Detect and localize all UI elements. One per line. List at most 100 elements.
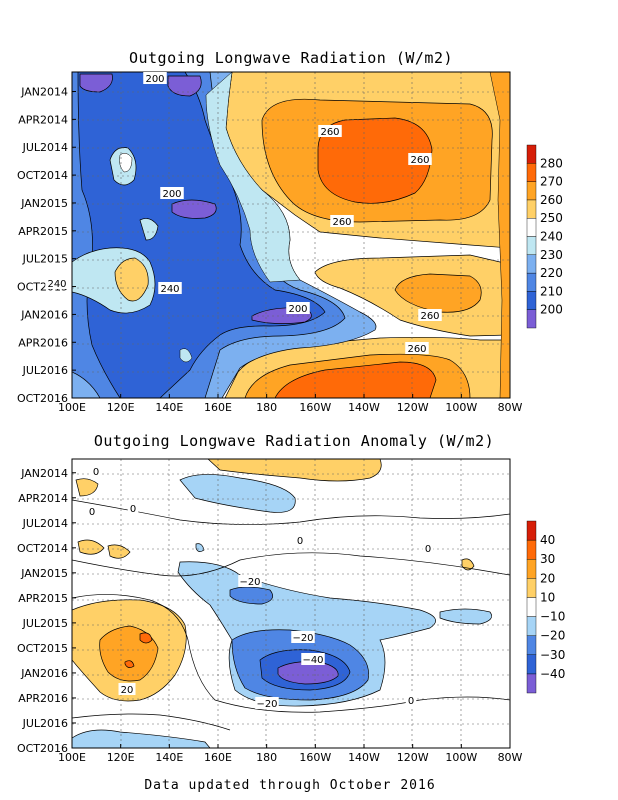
chart2-field-pos-top <box>207 459 382 482</box>
chart1-contour-label-bg <box>408 153 432 165</box>
chart1-ytick-label: APR2016 <box>18 336 68 349</box>
chart1-colorbar-swatch <box>526 199 537 219</box>
chart1-contour-label: 260 <box>320 127 339 138</box>
chart1-ytick-label: OCT2016 <box>17 392 68 405</box>
chart2-ytick-label: JAN2014 <box>20 467 68 480</box>
chart2-contour-label: 20 <box>121 685 134 696</box>
chart2-colorbar-label: 10 <box>540 590 555 604</box>
chart2-zero-contour-b <box>72 552 510 577</box>
chart1-contour-label-bg <box>330 215 354 227</box>
chart1-xtick-label: 140W <box>348 401 380 414</box>
chart1-colorbar-label: 230 <box>540 248 563 262</box>
chart1-ytick-label: APR2015 <box>18 225 68 238</box>
chart2-axes: 100E 120E 140E 160E 180 160W 140W 120W 100W 80W JA… <box>17 467 523 764</box>
chart1-ytick-label: JAN2014 <box>20 86 68 99</box>
chart2-field-pos-left-mid <box>77 539 131 559</box>
chart1-title: Outgoing Longwave Radiation (W/m2) <box>129 49 453 67</box>
chart1-colorbar-swatch <box>526 163 537 182</box>
chart1-xtick-label: 100E <box>58 401 86 414</box>
chart1-contour-label: 260 <box>420 311 439 322</box>
chart2-field-neg-small <box>195 543 205 552</box>
chart2-colorbar-swatch <box>526 559 537 579</box>
chart1-field-warm-north-280 <box>317 117 433 204</box>
chart2-field-pos-left-30 <box>124 632 153 668</box>
chart2-contour-label: 0 <box>425 544 431 555</box>
chart2-xtick-label: 100W <box>445 751 477 764</box>
chart2-ytick-label: APR2014 <box>18 492 68 505</box>
chart1-contour-label: 260 <box>410 155 429 166</box>
chart1-xtick-label: 180 <box>256 401 277 414</box>
chart2-contour-label-bg <box>405 694 417 706</box>
chart1-contour-label-bg <box>418 309 442 321</box>
chart2-ytick-label: JUL2016 <box>22 717 68 730</box>
chart1-colorbar-swatch <box>526 217 537 237</box>
chart1-ytick-label: JAN2016 <box>20 308 68 321</box>
chart2-ytick-label: OCT2016 <box>17 742 68 755</box>
chart1-xtick-label: 140E <box>155 401 183 414</box>
chart1-colorbar-swatch <box>526 291 537 310</box>
footer-note: Data updated through October 2016 <box>144 778 435 793</box>
chart2-field-pos-left-top <box>75 478 99 497</box>
chart1-colorbar-swatch <box>526 236 537 255</box>
chart1-contour-label: 260 <box>332 217 351 228</box>
chart2-plot-frame <box>71 458 511 749</box>
chart1-colorbar-label: 250 <box>540 211 563 225</box>
chart1-colorbar-swatch <box>526 144 537 164</box>
chart2-colorbar-label: −40 <box>540 667 565 681</box>
chart1-plot-area <box>72 72 510 398</box>
chart2-contour-label-bg <box>90 465 102 477</box>
chart1-contour-label-bg <box>143 72 167 84</box>
chart1-field-warm-west <box>114 257 149 302</box>
chart2-ytick-label: JUL2014 <box>22 517 68 530</box>
chart2-contour-label-bg <box>294 534 306 546</box>
chart1-ytick-label: JUL2016 <box>22 364 68 377</box>
chart2-ytick-label: OCT2015 <box>17 642 68 655</box>
chart2-zero-contour-a <box>72 499 510 525</box>
chart1-contour-label-bg <box>405 342 429 354</box>
chart1-xtick-label: 120E <box>107 401 135 414</box>
chart2-ytick-label: JAN2016 <box>20 667 68 680</box>
chart2-contour-label-bg <box>291 631 315 643</box>
chart1-colorbar-label: 220 <box>540 266 563 280</box>
chart2-contour-label-bg <box>118 683 136 695</box>
chart2-contour-label-bg <box>301 653 325 665</box>
chart2-colorbar-label: 30 <box>540 552 555 566</box>
chart1-field-cold-200a <box>79 73 113 93</box>
chart2-xtick-label: 80W <box>498 751 523 764</box>
chart2-colorbar: −40 −30 −20 −10 10 20 30 40 <box>526 520 565 694</box>
chart2-ytick-label: APR2016 <box>18 692 68 705</box>
chart1-contour-label: 260 <box>407 344 426 355</box>
chart1-contour-label-bg <box>45 277 69 289</box>
chart2-ytick-label: JAN2015 <box>20 567 68 580</box>
chart2-xtick-label: 120E <box>107 751 135 764</box>
chart1-colorbar-label: 270 <box>540 175 563 189</box>
chart2-contour-label: 0 <box>408 696 414 707</box>
chart1-ytick-label: APR2014 <box>18 113 68 126</box>
chart2-contour-label: 0 <box>297 536 303 547</box>
chart1-field-cold-200c <box>171 199 217 219</box>
chart2-field-neg-right <box>439 608 492 625</box>
chart1-xtick-label: 160W <box>299 401 331 414</box>
chart2-colorbar-label: 20 <box>540 571 555 585</box>
chart1-colorbar-swatch <box>526 272 537 292</box>
chart1-field-cold-200b <box>167 75 202 97</box>
chart2-ytick-label: JUL2015 <box>22 617 68 630</box>
chart2-colorbar-swatch <box>526 520 537 541</box>
chart2-contour-label-bg <box>238 575 262 587</box>
chart1-field-cold-240d <box>205 72 301 283</box>
chart2-zero-contour-d <box>72 713 231 731</box>
chart2-colorbar-swatch <box>526 578 537 598</box>
chart1-contour-label-bg <box>158 282 182 294</box>
chart1-colorbar-swatch <box>526 309 537 329</box>
chart1-colorbar-label: 280 <box>540 156 563 170</box>
chart2-xtick-label: 140W <box>348 751 380 764</box>
chart2-colorbar-swatch <box>526 539 537 560</box>
chart1-contour-label: 240 <box>47 279 66 290</box>
chart1-field-warm-edge <box>489 72 510 398</box>
chart1-field-cold-240f <box>179 348 193 363</box>
chart2-ytick-label: OCT2014 <box>17 542 68 555</box>
chart1-contour-label: 240 <box>160 284 179 295</box>
chart2-contour-label: −20 <box>239 577 260 588</box>
chart1-colorbar-label: 210 <box>540 284 563 298</box>
